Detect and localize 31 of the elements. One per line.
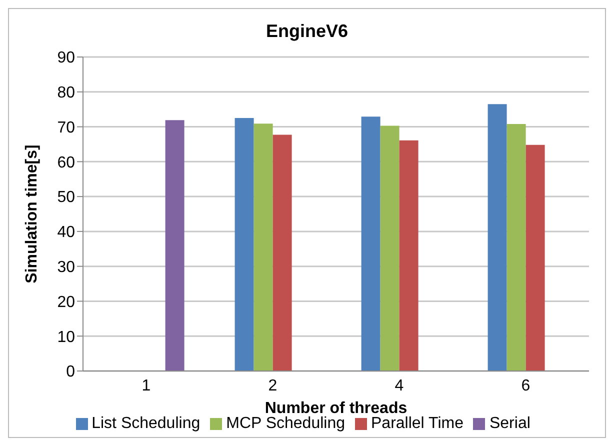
y-tick-label: 0 xyxy=(66,364,76,381)
y-axis-title: Simulation time[s] xyxy=(24,144,41,284)
bar xyxy=(254,124,273,371)
legend-label: MCP Scheduling xyxy=(226,415,345,432)
y-tick-label: 40 xyxy=(57,224,76,242)
y-tick-label: 80 xyxy=(57,84,76,102)
bar xyxy=(234,118,254,371)
x-tick-label: 4 xyxy=(394,377,404,394)
bar xyxy=(488,104,507,371)
y-tick-label: 70 xyxy=(57,119,76,136)
y-tick-label: 20 xyxy=(57,294,76,311)
legend-label: Serial xyxy=(489,415,530,432)
x-axis-title: Number of threads xyxy=(264,400,408,417)
x-tick-label: 2 xyxy=(268,377,278,394)
bar xyxy=(361,116,380,371)
x-tick-label: 6 xyxy=(521,377,530,394)
y-tick-label: 90 xyxy=(57,50,76,67)
bar xyxy=(380,126,400,371)
y-tick-label: 30 xyxy=(57,259,76,276)
bar xyxy=(506,124,526,371)
bar xyxy=(165,120,184,371)
y-tick-label: 50 xyxy=(57,189,76,206)
bar xyxy=(399,140,418,371)
bar xyxy=(272,134,292,371)
legend-label: Parallel Time xyxy=(371,415,464,432)
x-tick-label: 1 xyxy=(142,377,151,394)
y-tick-label: 60 xyxy=(57,154,76,172)
chart-title: EngineV6 xyxy=(264,20,350,43)
legend-label: List Scheduling xyxy=(92,415,200,432)
y-tick-label: 10 xyxy=(57,328,76,346)
bar xyxy=(526,144,545,371)
